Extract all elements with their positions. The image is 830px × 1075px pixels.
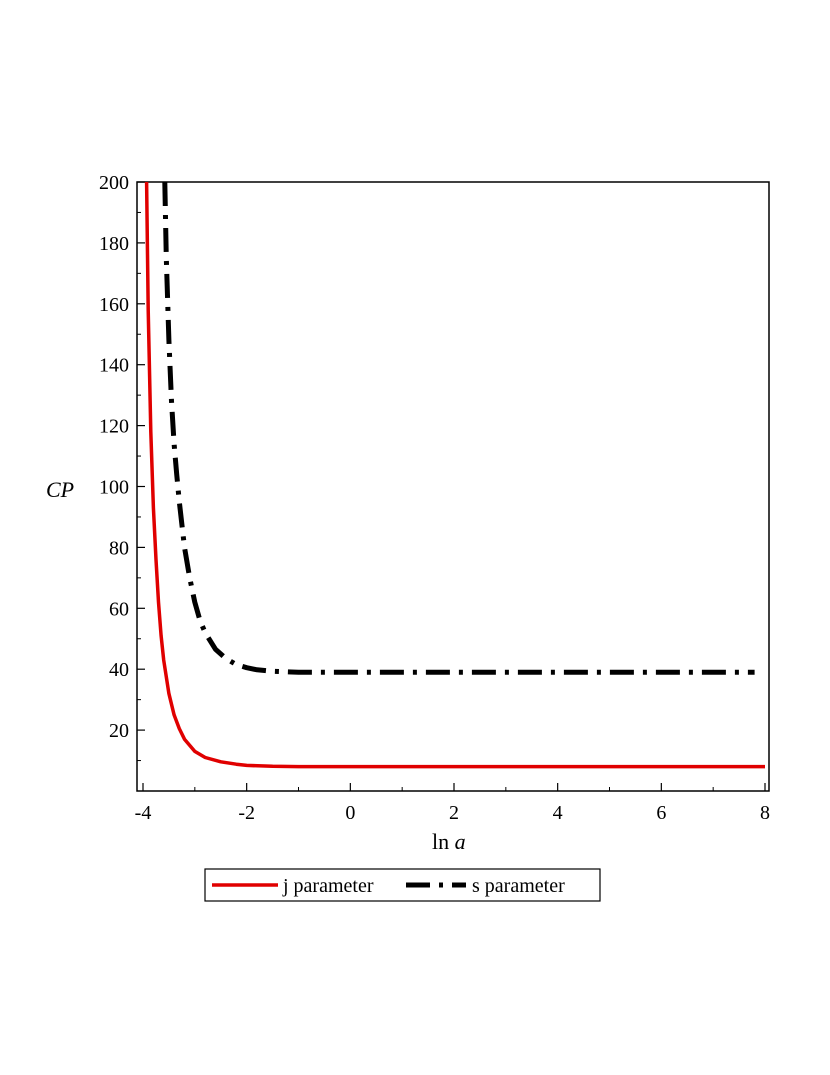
x-tick-label: 6 (656, 802, 666, 824)
y-tick-label: 20 (109, 720, 129, 742)
y-tick-label: 160 (99, 294, 129, 316)
x-tick-label: 0 (345, 802, 355, 824)
y-tick-label: 140 (99, 355, 129, 377)
y-tick-label: 40 (109, 659, 129, 681)
axis-ticks: -4 -2 0 2 4 6 8 20 40 60 80 100 120 140 160 180 200 (99, 172, 770, 824)
x-tick-label: -2 (238, 802, 255, 824)
y-tick-label: 60 (109, 598, 129, 620)
y-axis-label: CP (46, 477, 74, 502)
x-tick-label: -4 (135, 802, 152, 824)
x-axis-label-var: a (455, 829, 466, 854)
x-axis-label: ln a (432, 829, 466, 854)
series-group (144, 181, 765, 769)
x-tick-label: 2 (449, 802, 459, 824)
x-tick-label: 8 (760, 802, 770, 824)
legend: j parameter s parameter (204, 868, 601, 902)
series-line-j (144, 181, 765, 769)
legend-label-j: j parameter (282, 875, 374, 897)
y-tick-label: 80 (109, 537, 129, 559)
y-tick-label: 100 (99, 477, 129, 499)
y-tick-label: 180 (99, 233, 129, 255)
x-axis-label-prefix: ln (432, 829, 455, 854)
legend-label-s: s parameter (472, 875, 565, 897)
x-tick-label: 4 (553, 802, 563, 824)
y-tick-label: 120 (99, 416, 129, 438)
series-line-s (162, 181, 755, 675)
plot-frame (136, 181, 770, 792)
y-tick-label: 200 (99, 172, 129, 194)
